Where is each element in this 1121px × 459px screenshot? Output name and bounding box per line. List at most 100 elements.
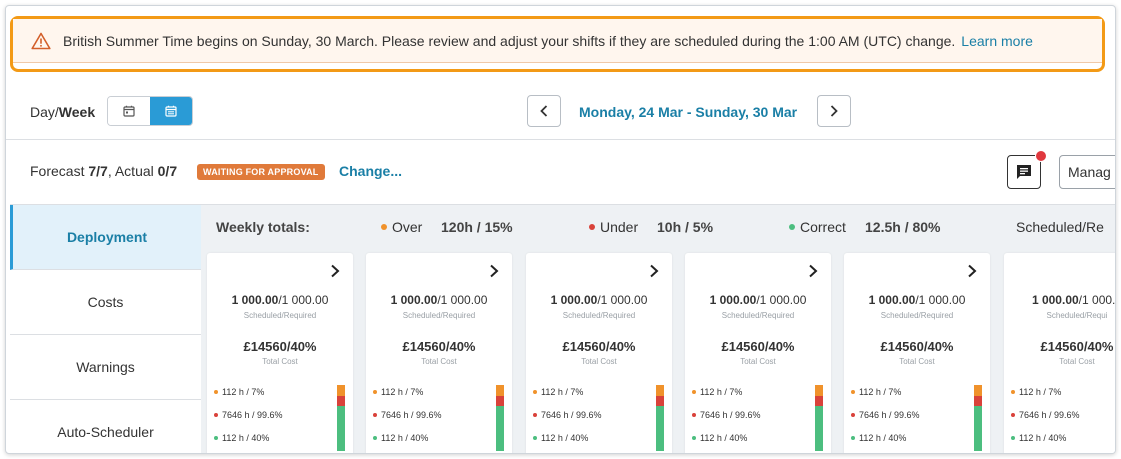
under-dot-icon [851,413,855,417]
sidebar: Deployment Costs Warnings Auto-Scheduler [10,204,201,454]
coverage-bar [815,385,823,451]
total-cost-caption: Total Cost [526,357,672,366]
chevron-left-icon [540,105,548,117]
day-card[interactable]: 1 000.00/1 000.00 Scheduled/Required £1456… [685,253,831,454]
day-card[interactable]: 1 000.00/1 000.00 Scheduled/Required £1456… [526,253,672,454]
under-legend: Under [589,219,638,235]
over-dot-icon [533,390,537,394]
chevron-right-icon[interactable] [648,264,660,278]
day-card[interactable]: 1 000.00/1 000.0 Scheduled/Requi £14560/40… [1004,253,1116,454]
scheduled-required-value: 1 000.00/1 000.00 [207,293,353,307]
over-dot-icon [373,390,377,394]
coverage-bar-over [974,385,982,396]
calendar-day-icon [123,105,135,117]
scheduled-required-value: 1 000.00/1 000.00 [844,293,990,307]
coverage-bar-over [496,385,504,396]
over-stat: 112 h / 7% [214,387,264,397]
weekly-totals-title: Weekly totals: [216,219,310,235]
coverage-bar [974,385,982,451]
coverage-bar-under [337,396,345,406]
next-week-button[interactable] [817,95,851,127]
warning-icon [31,32,51,50]
over-dot-icon [381,224,387,230]
app-window: British Summer Time begins on Sunday, 30… [5,5,1116,454]
chevron-right-icon[interactable] [966,264,978,278]
chevron-right-icon[interactable] [329,264,341,278]
correct-dot-icon [692,436,696,440]
calendar-week-icon [165,105,177,117]
change-link[interactable]: Change... [339,163,402,179]
correct-dot-icon [789,224,795,230]
coverage-bar-under [974,396,982,406]
sidebar-item-warnings[interactable]: Warnings [10,335,201,400]
scheduled-required-caption: Scheduled/Requi [1004,311,1116,320]
total-cost-value: £14560/40% [526,339,672,354]
scheduled-required-caption: Scheduled/Required [685,311,831,320]
week-view-button[interactable] [150,97,192,125]
under-stat: 7646 h / 99.6% [214,410,283,420]
under-stat: 7646 h / 99.6% [1011,410,1080,420]
under-dot-icon [692,413,696,417]
correct-dot-icon [373,436,377,440]
under-dot-icon [214,413,218,417]
under-stat: 7646 h / 99.6% [692,410,761,420]
over-stat: 112 h / 7% [533,387,583,397]
day-card[interactable]: 1 000.00/1 000.00 Scheduled/Required £1456… [207,253,353,454]
scheduled-required-value: 1 000.00/1 000.0 [1004,293,1116,307]
coverage-bar-correct [815,406,823,451]
coverage-bar-correct [496,406,504,451]
coverage-bar-under [656,396,664,406]
scheduled-required-caption: Scheduled/Required [526,311,672,320]
correct-dot-icon [533,436,537,440]
dst-warning-banner: British Summer Time begins on Sunday, 30… [10,16,1105,72]
coverage-bar [337,385,345,451]
over-stat: 112 h / 7% [692,387,742,397]
under-stat: 7646 h / 99.6% [533,410,602,420]
chevron-right-icon[interactable] [807,264,819,278]
under-dot-icon [589,224,595,230]
day-view-button[interactable] [108,97,150,125]
scheduled-required-caption: Scheduled/Required [844,311,990,320]
sidebar-item-auto-scheduler[interactable]: Auto-Scheduler [10,400,201,454]
correct-stat: 112 h / 40% [851,433,906,443]
learn-more-link[interactable]: Learn more [961,33,1033,49]
over-stat: 112 h / 7% [851,387,901,397]
date-toolbar: Day/Week Monday, 24 Mar - Sunday, 30 Mar [6,84,1116,140]
scheduled-required-caption: Scheduled/Required [366,311,512,320]
correct-stat: 112 h / 40% [373,433,428,443]
sidebar-item-costs[interactable]: Costs [10,270,201,335]
over-dot-icon [214,390,218,394]
chevron-right-icon[interactable] [488,264,500,278]
coverage-bar-correct [337,406,345,451]
day-card[interactable]: 1 000.00/1 000.00 Scheduled/Required £1456… [844,253,990,454]
scheduled-required-value: 1 000.00/1 000.00 [685,293,831,307]
total-cost-caption: Total Cost [685,357,831,366]
coverage-bar-over [337,385,345,396]
coverage-bar-correct [974,406,982,451]
previous-week-button[interactable] [527,95,561,127]
scheduled-required-value: 1 000.00/1 000.00 [526,293,672,307]
scheduled-required-header: Scheduled/Re [1016,219,1104,235]
date-range-label[interactable]: Monday, 24 Mar - Sunday, 30 Mar [579,104,797,120]
over-stat: 112 h / 7% [373,387,423,397]
under-dot-icon [1011,413,1015,417]
total-cost-value: £14560/40% [844,339,990,354]
chevron-right-icon [830,105,838,117]
coverage-bar [656,385,664,451]
day-card[interactable]: 1 000.00/1 000.00 Scheduled/Required £1456… [366,253,512,454]
coverage-bar [496,385,504,451]
correct-dot-icon [851,436,855,440]
sidebar-item-deployment[interactable]: Deployment [10,205,201,270]
view-mode-toggle [107,96,193,126]
correct-total: 12.5h / 80% [865,219,941,235]
scheduled-required-caption: Scheduled/Required [207,311,353,320]
correct-dot-icon [214,436,218,440]
coverage-bar-under [815,396,823,406]
over-total: 120h / 15% [441,219,513,235]
total-cost-caption: Total Cost [1004,357,1116,366]
manage-button[interactable]: Manag [1059,155,1116,189]
chat-icon [1015,163,1033,181]
status-badge: WAITING FOR APPROVAL [197,164,325,180]
over-stat: 112 h / 7% [1011,387,1061,397]
over-dot-icon [692,390,696,394]
